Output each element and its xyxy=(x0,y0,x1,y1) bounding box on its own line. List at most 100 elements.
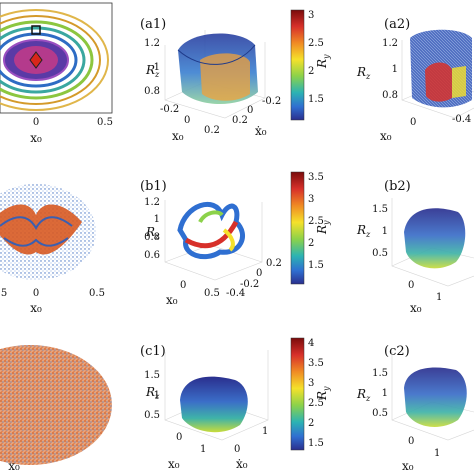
tick-x: 0.5 xyxy=(89,288,105,299)
tick-z: 0.5 xyxy=(372,248,388,259)
axis-box xyxy=(391,198,474,287)
colorbar-tick: 2.5 xyxy=(308,398,324,409)
axis-label-xdot0: ẋ₀ xyxy=(236,457,248,471)
tick-z: 0.8 xyxy=(144,232,160,243)
tick-xdot: 0.2 xyxy=(232,115,248,126)
tick-z: 1 xyxy=(154,390,160,401)
surface-inner xyxy=(200,53,250,101)
colorbar-tick: 2 xyxy=(308,418,314,429)
tick-z: 1.5 xyxy=(372,368,388,379)
tick-z: 0.6 xyxy=(144,250,160,261)
tick-x: 0 xyxy=(184,115,190,126)
surface-rim xyxy=(177,44,256,65)
tick-xdot: 0 xyxy=(256,268,262,279)
panel-b2: (b2) 1.5 1 0.5 Rz 0 1 x₀ xyxy=(356,179,474,315)
tick-z: 1 xyxy=(154,62,160,73)
colorbar-tick: 1.5 xyxy=(308,94,324,105)
tick-x: 0 xyxy=(408,436,414,447)
tick-z: 1 xyxy=(382,226,388,237)
axis-label-ry: Ry xyxy=(315,54,331,69)
torus-surface-mid xyxy=(198,210,224,224)
colorbar-tick: 1.5 xyxy=(308,260,324,271)
axis-label-x0: x₀ xyxy=(30,131,42,145)
tick-xdot: 1 xyxy=(262,426,268,437)
tick-x: -0.2 xyxy=(160,104,179,115)
surface-inner xyxy=(425,62,452,102)
axis-label-x0: x₀ xyxy=(30,301,42,315)
tick-z: 1.2 xyxy=(144,38,160,49)
orbit-ring xyxy=(0,9,109,111)
tick-x: 1 xyxy=(200,444,206,455)
tick-x: 0 xyxy=(33,288,39,299)
tick-z: 1 xyxy=(392,64,398,75)
panel-label: (a2) xyxy=(384,17,410,32)
tick-x: 1 xyxy=(436,292,442,303)
panel-a2: (a2) 1.2 1 0.8 Rz 0 -0.4 x₀ xyxy=(356,17,474,143)
panel-label: (c2) xyxy=(384,344,410,359)
fixed-point-marker xyxy=(29,51,43,69)
colorbar xyxy=(290,171,305,285)
axis-label-rz: Rz xyxy=(145,225,160,241)
axis-label-x0: x₀ xyxy=(166,293,178,307)
colorbar-tick: 3 xyxy=(308,194,314,205)
tick-z: 1.2 xyxy=(144,197,160,208)
panel-label: (c1) xyxy=(140,344,166,359)
surface-inner xyxy=(452,66,466,98)
axis-label-ry: Ry xyxy=(315,220,331,235)
colorbar-tick: 3.5 xyxy=(308,172,324,183)
panel-c1: (c1) 1.5 1 0.5 Rz 0 1 0 1 x₀ ẋ₀ 4 3.5 3 … xyxy=(140,337,331,471)
selection-box xyxy=(31,25,41,35)
axis-label-rz: Rz xyxy=(356,223,371,239)
panel-b1: (b1) 1.2 1 0.8 0.6 Rz 0 0.5 -0.4 -0.2 0 … xyxy=(140,171,331,307)
tick-xdot: -0.2 xyxy=(262,96,281,107)
torus-surface-hot xyxy=(184,220,239,249)
colorbar-tick: 2.5 xyxy=(308,216,324,227)
axis-box xyxy=(164,350,269,441)
colorbar-tick: 1.5 xyxy=(308,438,324,449)
panel-label: (b2) xyxy=(384,179,411,194)
panel-b0: 5 0 0.5 x₀ xyxy=(0,184,105,315)
tick-x: 0 xyxy=(180,280,186,291)
scatter-cloud xyxy=(0,345,112,465)
axis-label-xdot0: ẋ₀ xyxy=(255,124,267,138)
axis-box xyxy=(391,352,474,441)
tick-xdot: -0.4 xyxy=(452,114,471,125)
tick-z: 0.8 xyxy=(382,90,398,101)
tick-x: 1 xyxy=(434,448,440,459)
axis-box xyxy=(401,40,474,119)
colorbar-tick: 2.5 xyxy=(308,38,324,49)
tick-x-05: 0.5 xyxy=(97,117,113,128)
tick-xdot: 0 xyxy=(234,444,240,455)
panel-a1: (a1) 1.2 1 0.8 Rz -0.2 0 0.2 0.2 0 -0.2 … xyxy=(140,9,331,143)
tick-x: 0 xyxy=(410,117,416,128)
axis-label-rz: Rz xyxy=(145,385,160,401)
tick-z: 1 xyxy=(382,388,388,399)
tick-z: 1.2 xyxy=(382,38,398,49)
tick-xdot: 0 xyxy=(247,105,253,116)
tick-x: 0.2 xyxy=(204,125,220,136)
panel-label: (a1) xyxy=(140,17,166,32)
axis-label-rz: Rz xyxy=(356,387,371,403)
axis-label-rz: Rz xyxy=(145,63,160,79)
colorbar-tick: 3 xyxy=(308,378,314,389)
tick-z: 1 xyxy=(154,214,160,225)
axis-label-x0: x₀ xyxy=(402,459,414,473)
panel-a0: 0 0.5 x₀ xyxy=(0,2,113,145)
torus-surface-mid xyxy=(222,228,235,252)
tick-x: 0 xyxy=(408,280,414,291)
colorbar-tick: 2 xyxy=(308,66,314,77)
tick-x-0: 0 xyxy=(33,117,39,128)
axis-box xyxy=(164,42,266,119)
tick-z: 1.5 xyxy=(144,370,160,381)
axis-label-x0: x₀ xyxy=(8,459,20,473)
tick-xdot: 0.2 xyxy=(266,258,282,269)
colorbar xyxy=(290,337,305,451)
axis-label-x0: x₀ xyxy=(410,301,422,315)
colorbar-tick: 4 xyxy=(308,338,314,349)
tick-xdot: -0.2 xyxy=(240,279,259,290)
axis-label-x0: x₀ xyxy=(380,129,392,143)
tick-x: 0.5 xyxy=(204,288,220,299)
axis-label-ry: Ry xyxy=(315,386,331,401)
tick-z: 0.5 xyxy=(372,408,388,419)
